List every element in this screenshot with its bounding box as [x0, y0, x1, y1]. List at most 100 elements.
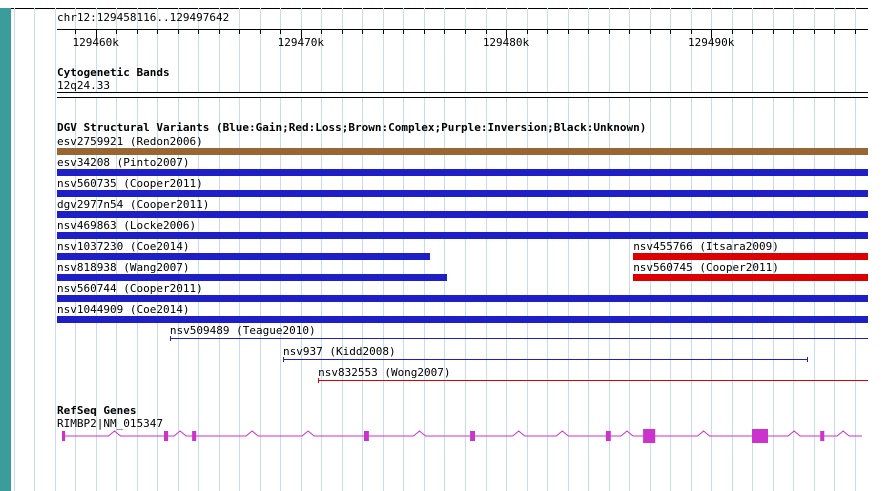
- gridline: [855, 8, 856, 491]
- ruler-minor-tick: [157, 29, 158, 34]
- gridline: [280, 8, 281, 491]
- variant-label: nsv937 (Kidd2008): [283, 345, 396, 358]
- variant-bar[interactable]: [57, 316, 868, 323]
- variant-bar[interactable]: [57, 169, 868, 176]
- ruler-minor-tick: [855, 29, 856, 34]
- region-label: chr12:129458116..129497642: [57, 11, 230, 24]
- ruler-minor-tick: [75, 29, 76, 34]
- ruler-minor-tick: [650, 29, 651, 34]
- variant-label: esv34208 (Pinto2007): [57, 156, 190, 169]
- cytoband-box[interactable]: [57, 92, 868, 98]
- gene-exon[interactable]: [752, 429, 768, 443]
- ruler-tick-label: 129490k: [688, 36, 735, 49]
- variant-label: nsv560744 (Cooper2011): [57, 282, 203, 295]
- gridline: [55, 8, 56, 491]
- ruler-minor-tick: [280, 29, 281, 34]
- gridline: [301, 8, 302, 491]
- variant-line[interactable]: [318, 380, 868, 381]
- ruler-minor-tick: [670, 29, 671, 34]
- variant-bar[interactable]: [57, 211, 868, 218]
- gridline: [773, 8, 774, 491]
- ruler-minor-tick: [834, 29, 835, 34]
- gridline: [834, 8, 835, 491]
- gridline: [506, 8, 507, 491]
- variant-bar[interactable]: [57, 295, 868, 302]
- gridline: [116, 8, 117, 491]
- gene-name-label: RIMBP2|NM_015347: [57, 417, 163, 430]
- variant-bar[interactable]: [633, 253, 868, 260]
- ruler-minor-tick: [814, 29, 815, 34]
- refseq-title: RefSeq Genes: [57, 404, 137, 417]
- variant-line[interactable]: [169, 338, 868, 339]
- ruler-major-tick: [301, 29, 302, 38]
- variant-line[interactable]: [283, 359, 809, 360]
- gridline: [711, 8, 712, 491]
- ruler-minor-tick: [444, 29, 445, 34]
- ruler-minor-tick: [219, 29, 220, 34]
- ruler-tick-label: 129480k: [482, 36, 530, 49]
- variant-bar[interactable]: [57, 232, 868, 239]
- variant-bar[interactable]: [57, 148, 868, 155]
- gene-exon[interactable]: [192, 431, 197, 441]
- ruler-minor-tick: [383, 29, 384, 34]
- gridline: [178, 8, 179, 491]
- variant-label: nsv818938 (Wang2007): [57, 261, 190, 274]
- ruler-minor-tick: [137, 29, 138, 34]
- gridline: [198, 8, 199, 491]
- ruler-minor-tick: [588, 29, 589, 34]
- ruler-tick-label: 129460k: [72, 36, 119, 49]
- gridline: [321, 8, 322, 491]
- ruler-minor-tick: [342, 29, 343, 34]
- ruler-minor-tick: [116, 29, 117, 34]
- gridline: [629, 8, 630, 491]
- gridline: [732, 8, 733, 491]
- gridline: [219, 8, 220, 491]
- gridline: [96, 8, 97, 491]
- ruler-minor-tick: [362, 29, 363, 34]
- gridline: [362, 8, 363, 491]
- gridline: [424, 8, 425, 491]
- gridline: [34, 8, 35, 491]
- gridline: [486, 8, 487, 491]
- variant-bar[interactable]: [633, 274, 868, 281]
- panel-top-border: [11, 8, 868, 9]
- ruler-minor-tick: [198, 29, 199, 34]
- ruler-minor-tick: [260, 29, 261, 34]
- cytobands-title: Cytogenetic Bands: [57, 66, 170, 79]
- ruler-minor-tick: [732, 29, 733, 34]
- gridline: [239, 8, 240, 491]
- ruler-line: [57, 29, 868, 30]
- variant-label: nsv455766 (Itsara2009): [633, 240, 779, 253]
- variant-label: nsv560735 (Cooper2011): [57, 177, 203, 190]
- gridline: [752, 8, 753, 491]
- ruler-major-tick: [506, 29, 507, 38]
- ruler-minor-tick: [465, 29, 466, 34]
- gene-exon[interactable]: [164, 431, 169, 441]
- ruler-major-tick: [96, 29, 97, 38]
- ruler-minor-tick: [239, 29, 240, 34]
- gene-exon[interactable]: [470, 431, 475, 441]
- gridline: [527, 8, 528, 491]
- ruler-minor-tick: [424, 29, 425, 34]
- variant-label: esv2759921 (Redon2006): [57, 135, 203, 148]
- gene-exon[interactable]: [62, 431, 66, 441]
- panel-gutter: [0, 8, 11, 491]
- gridline: [342, 8, 343, 491]
- gridline: [444, 8, 445, 491]
- variant-bar[interactable]: [57, 274, 448, 281]
- ruler-minor-tick: [691, 29, 692, 34]
- gene-exon[interactable]: [820, 431, 825, 441]
- gene-exon[interactable]: [364, 431, 369, 441]
- ruler-minor-tick: [486, 29, 487, 34]
- variant-bar[interactable]: [57, 190, 868, 197]
- gridline: [568, 8, 569, 491]
- gridline: [260, 8, 261, 491]
- variant-label: nsv832553 (Wong2007): [318, 366, 451, 379]
- variant-label: dgv2977n54 (Cooper2011): [57, 198, 210, 211]
- gridline: [465, 8, 466, 491]
- ruler-minor-tick: [752, 29, 753, 34]
- variant-line-end-tick: [807, 357, 808, 362]
- variant-bar[interactable]: [57, 253, 431, 260]
- ruler-minor-tick: [568, 29, 569, 34]
